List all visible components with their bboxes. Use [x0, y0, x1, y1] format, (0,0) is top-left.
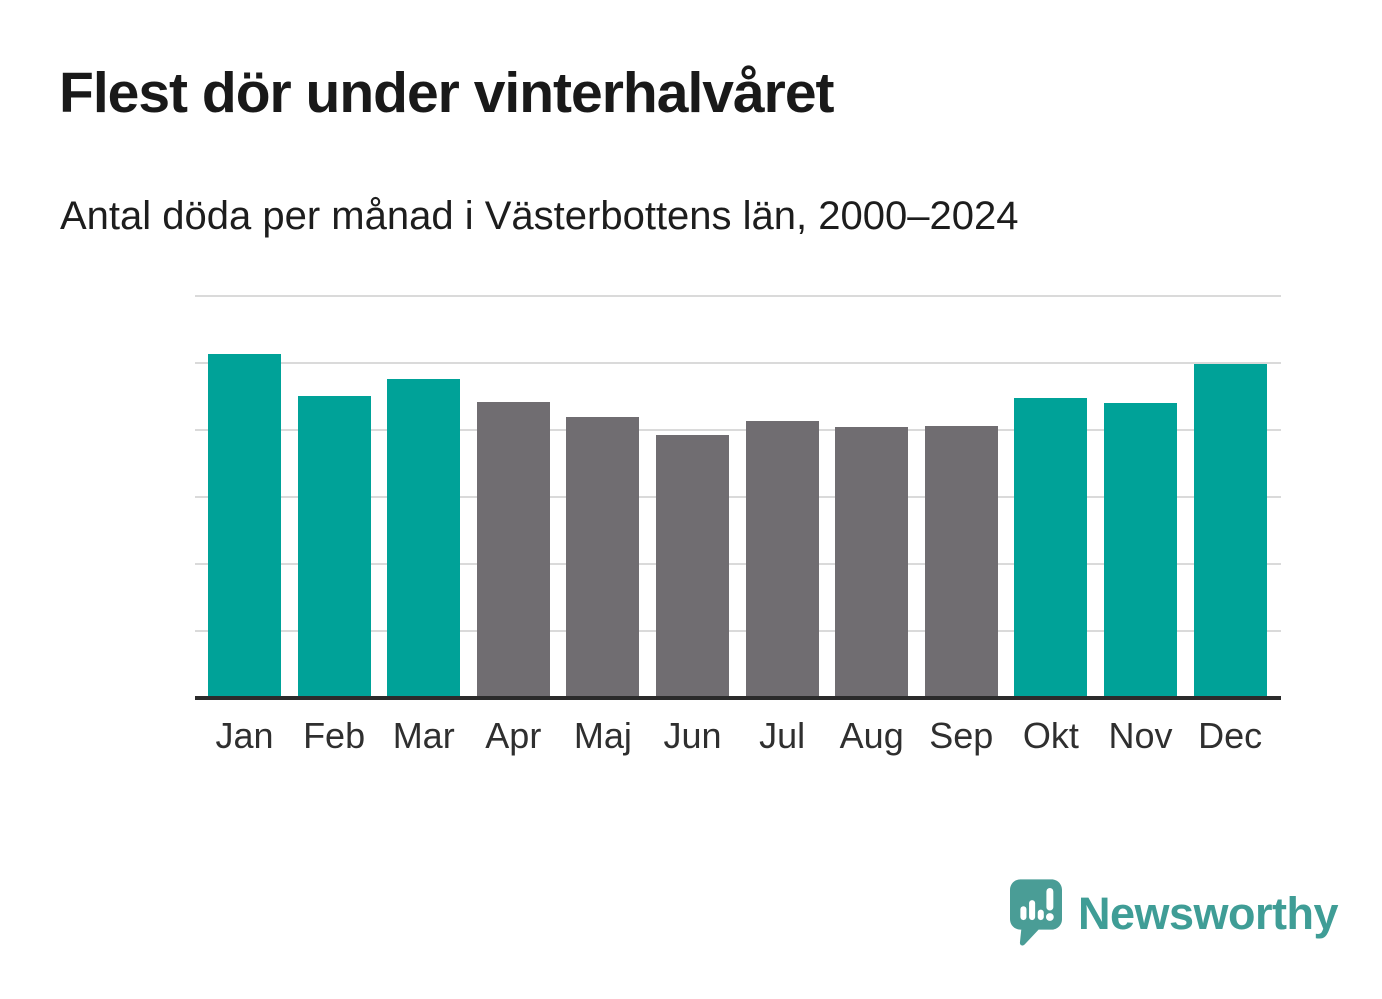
bar-apr: [476, 402, 550, 698]
bar-dec: [1193, 364, 1267, 698]
bar-feb: [297, 396, 371, 698]
x-axis-tick-label-dec: Dec: [1198, 715, 1263, 756]
x-axis-tick-label-jul: Jul: [759, 715, 806, 756]
bar-mar: [387, 379, 461, 698]
bar-sep: [924, 426, 998, 698]
gridline-y-200: [195, 429, 1281, 431]
bar-jun: [656, 435, 729, 698]
gridline-y-150: [195, 496, 1281, 498]
gridline-y-50: [195, 630, 1281, 632]
x-axis-tick-label-feb: Feb: [303, 715, 366, 756]
plot-area: [195, 295, 1281, 700]
gridline-y-250: [195, 362, 1281, 364]
bar-okt: [1014, 398, 1088, 698]
x-axis-tick-label-mar: Mar: [392, 715, 455, 756]
gridline-y-100: [195, 563, 1281, 565]
bar-jul: [745, 421, 819, 698]
x-axis-line: [195, 696, 1281, 700]
bar-aug: [835, 427, 909, 698]
x-axis-tick-label-jun: Jun: [663, 715, 722, 756]
chart-title: Flest dör under vinterhalvåret: [59, 61, 835, 125]
x-axis-tick-label-jan: Jan: [215, 715, 274, 756]
chart-subtitle: Antal döda per månad i Västerbottens län…: [60, 194, 1019, 238]
x-axis-tick-label-nov: Nov: [1108, 715, 1173, 756]
bar-nov: [1104, 403, 1177, 698]
x-axis-tick-label-sep: Sep: [929, 715, 994, 756]
bar-jan: [208, 354, 281, 698]
x-axis-tick-label-maj: Maj: [573, 715, 632, 756]
x-axis-tick-label-apr: Apr: [485, 715, 542, 756]
gridline-y-300: [195, 295, 1281, 297]
newsworthy-chart-bubble-icon: [1010, 878, 1062, 955]
newsworthy-logo-text: Newsworthy: [1078, 887, 1339, 939]
brand-footer: Newsworthy: [1010, 878, 1339, 955]
x-axis-tick-label-okt: Okt: [1022, 715, 1079, 756]
bar-maj: [566, 417, 640, 698]
x-axis-tick-label-aug: Aug: [839, 715, 904, 756]
